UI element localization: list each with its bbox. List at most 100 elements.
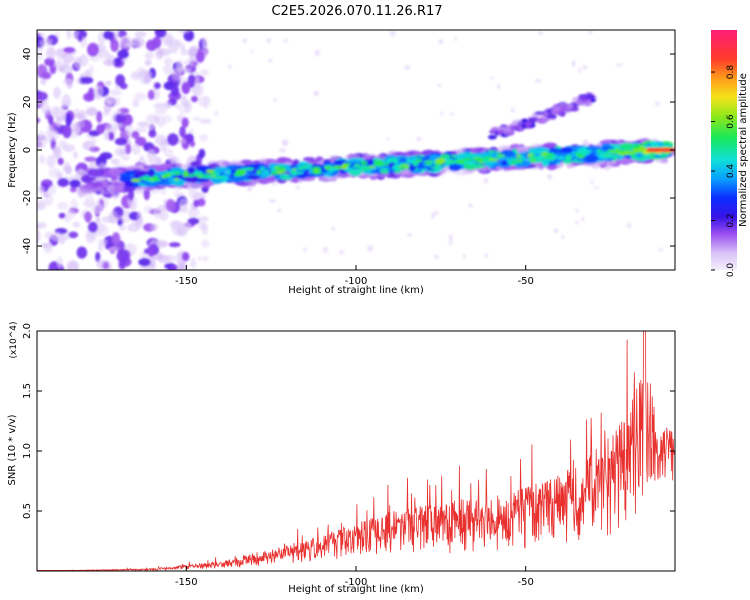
heatmap-cell (44, 57, 55, 67)
heatmap-cell (69, 186, 77, 193)
heatmap-cell (516, 154, 521, 158)
heatmap-x-axis-label: Height of straight line (km) (288, 285, 424, 296)
heatmap-cell (155, 47, 164, 60)
heatmap-cell (406, 233, 413, 237)
heatmap-cell (66, 30, 72, 40)
heatmap-cell (87, 42, 99, 57)
heatmap-cell (302, 165, 307, 170)
heatmap-cell (292, 168, 297, 172)
heatmap-cell (584, 154, 599, 162)
heatmap-cell (387, 157, 399, 165)
heatmap-cell (56, 256, 64, 269)
heatmap-cell (212, 171, 220, 175)
heatmap-cell (149, 255, 156, 268)
heatmap-cell (185, 133, 194, 144)
heatmap-cell (201, 255, 209, 262)
heatmap-cell (189, 53, 195, 68)
heatmap-cell (608, 154, 619, 159)
heatmap-cell (50, 231, 63, 242)
snr-x-tick-label: -150 (175, 577, 198, 588)
heatmap-cell (546, 114, 557, 119)
heatmap-cell (250, 49, 254, 54)
heatmap-cell (58, 105, 65, 117)
heatmap-cell (41, 104, 52, 115)
heatmap-cell (389, 30, 396, 37)
heatmap-cell (118, 223, 126, 231)
heatmap-cell (201, 173, 212, 179)
heatmap-cell (168, 43, 179, 51)
heatmap-cell (574, 208, 580, 214)
heatmap-cell (177, 138, 187, 144)
heatmap-cell (582, 65, 588, 70)
heatmap-cell (521, 123, 527, 129)
heatmap-cell (398, 157, 408, 163)
heatmap-cell (546, 152, 555, 157)
heatmap-cell (84, 156, 97, 162)
heatmap-cell (192, 84, 203, 98)
heatmap-cell (424, 160, 433, 163)
heatmap-cell (260, 172, 273, 178)
heatmap-cell (62, 124, 72, 139)
heatmap-cell (105, 123, 118, 132)
heatmap-cell (48, 114, 54, 126)
heatmap-cell (134, 31, 147, 38)
heatmap-cell (213, 166, 229, 173)
heatmap-cell (258, 157, 268, 165)
heatmap-cell (96, 176, 107, 181)
heatmap-cell (584, 100, 593, 107)
heatmap-cell (74, 113, 85, 119)
heatmap-cell (119, 172, 132, 177)
heatmap-cell (588, 30, 593, 35)
heatmap-cell (256, 170, 262, 175)
heatmap-cell (575, 221, 579, 225)
heatmap-x-tick-label: -150 (175, 276, 198, 287)
heatmap-cell (121, 155, 131, 161)
heatmap-cell (170, 264, 178, 270)
heatmap-cell (37, 130, 45, 141)
heatmap-x-tick-label: -100 (345, 276, 368, 287)
heatmap-cell (147, 89, 155, 100)
heatmap-cell (314, 49, 320, 57)
heatmap-cell (277, 208, 282, 213)
heatmap-cell (65, 209, 76, 220)
heatmap-cell (103, 30, 113, 40)
heatmap-cell (230, 175, 245, 183)
heatmap-cell (113, 57, 122, 66)
heatmap-cell (80, 76, 94, 84)
heatmap-cell (113, 186, 125, 193)
heatmap-cell (297, 167, 303, 171)
heatmap-cell (497, 154, 506, 157)
heatmap-cell (130, 178, 141, 183)
heatmap-cell (214, 110, 218, 117)
heatmap-cell (165, 198, 176, 212)
heatmap-cell (37, 52, 44, 61)
heatmap-cell (136, 66, 147, 77)
heatmap-cell (39, 221, 47, 229)
heatmap-cell (40, 78, 47, 86)
heatmap-cell (115, 122, 124, 129)
heatmap-cell (193, 171, 204, 176)
heatmap-cell (296, 174, 307, 179)
heatmap-cell (421, 156, 432, 162)
heatmap-cell (586, 145, 602, 151)
heatmap-cell (547, 174, 553, 180)
heatmap-cell (181, 81, 191, 95)
heatmap-cell (145, 70, 153, 79)
heatmap-cell (302, 247, 308, 252)
heatmap-cell (144, 59, 152, 66)
heatmap-cell (469, 204, 474, 208)
heatmap-cell (386, 137, 390, 141)
heatmap-cell (91, 202, 104, 215)
colorbar-tick-label: 0.2 (726, 213, 736, 227)
heatmap-cell (179, 198, 189, 209)
heatmap-cell (535, 154, 544, 159)
heatmap-cell (48, 167, 61, 178)
heatmap-cell (77, 57, 83, 63)
heatmap-cell (197, 198, 206, 207)
heatmap-cell (187, 128, 195, 135)
heatmap-cell (60, 64, 73, 74)
heatmap-cell (46, 155, 56, 168)
heatmap-cell (483, 177, 489, 184)
heatmap-cell (184, 176, 200, 183)
heatmap-cell (62, 53, 75, 64)
